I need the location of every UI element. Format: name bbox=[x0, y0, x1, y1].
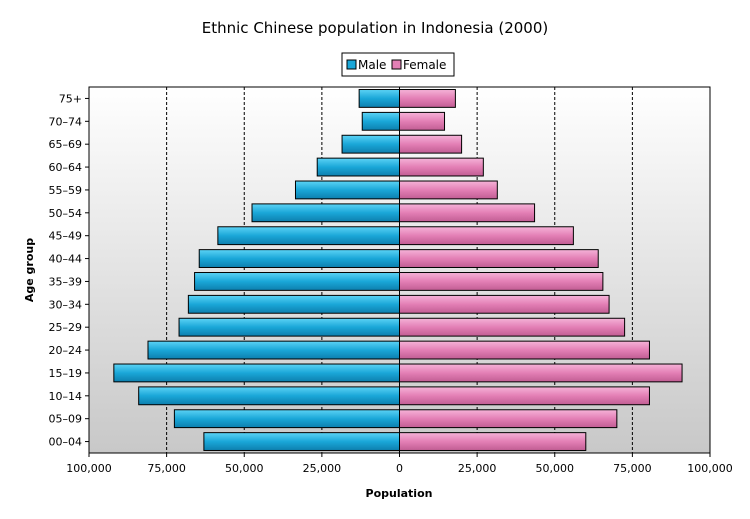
bar-female bbox=[399, 317, 626, 337]
bar-male bbox=[358, 89, 401, 108]
x-tick-label: 75,000 bbox=[613, 462, 652, 475]
y-tick-label: 25–29 bbox=[49, 321, 83, 334]
x-tick-label: 50,000 bbox=[225, 462, 264, 475]
bar-female bbox=[399, 134, 463, 154]
bar-female bbox=[399, 249, 599, 268]
x-tick-label: 75,000 bbox=[147, 462, 186, 475]
bar-female bbox=[399, 386, 650, 406]
y-tick-label: 05–09 bbox=[49, 413, 83, 426]
bar-male bbox=[147, 340, 400, 360]
y-tick-label: 70–74 bbox=[49, 115, 83, 128]
x-tick-label: 25,000 bbox=[303, 462, 342, 475]
x-tick-label: 0 bbox=[396, 462, 403, 475]
bar-male bbox=[113, 363, 400, 383]
bar-male bbox=[251, 203, 400, 223]
y-tick-label: 00–04 bbox=[49, 436, 83, 449]
bar-female bbox=[399, 203, 536, 223]
bar-male bbox=[138, 386, 400, 406]
y-tick-label: 10–14 bbox=[49, 390, 83, 403]
y-tick-label: 15–19 bbox=[49, 367, 83, 380]
legend-label-female: Female bbox=[403, 58, 446, 72]
bar-female bbox=[399, 157, 484, 177]
y-axis-label: Age group bbox=[23, 238, 36, 302]
x-tick-label: 100,000 bbox=[687, 462, 733, 475]
bar-female bbox=[399, 111, 446, 131]
bar-female bbox=[399, 226, 574, 246]
legend-swatch-male bbox=[346, 59, 357, 70]
bar-female bbox=[399, 272, 604, 291]
bar-male bbox=[203, 432, 400, 451]
bar-male bbox=[194, 272, 400, 291]
bars bbox=[113, 87, 683, 453]
y-tick-label: 65–69 bbox=[49, 138, 83, 151]
bar-male bbox=[361, 111, 400, 131]
y-tick-label: 60–64 bbox=[49, 161, 83, 174]
y-tick-label: 40–44 bbox=[49, 253, 83, 266]
bar-female bbox=[399, 432, 587, 451]
bar-female bbox=[399, 294, 610, 314]
bar-male bbox=[198, 249, 400, 268]
legend: Male Female bbox=[341, 52, 455, 77]
chart-title: Ethnic Chinese population in Indonesia (… bbox=[202, 19, 548, 37]
bar-male bbox=[316, 157, 400, 177]
bar-male bbox=[217, 226, 400, 246]
y-tick-label: 35–39 bbox=[49, 275, 83, 288]
legend-swatch-female bbox=[391, 59, 402, 70]
x-tick-label: 50,000 bbox=[536, 462, 575, 475]
y-tick-label: 75+ bbox=[59, 92, 82, 105]
bar-male bbox=[341, 134, 400, 154]
x-tick-labels: 100,000 75,000 50,000 25,000 0 25,000 50,000 75… bbox=[66, 453, 733, 475]
legend-label-male: Male bbox=[358, 58, 386, 72]
y-tick-labels: 00–04 05–09 10–14 15–19 20–24 25–29 30–34 35–39… bbox=[49, 92, 89, 449]
bar-female bbox=[399, 89, 456, 108]
bar-male bbox=[294, 180, 401, 200]
x-tick-label: 100,000 bbox=[66, 462, 112, 475]
bar-female bbox=[399, 409, 618, 429]
y-tick-label: 50–54 bbox=[49, 207, 83, 220]
bar-female bbox=[399, 363, 683, 383]
y-tick-label: 45–49 bbox=[49, 230, 83, 243]
y-tick-label: 30–34 bbox=[49, 298, 83, 311]
bar-female bbox=[399, 180, 498, 200]
x-tick-label: 25,000 bbox=[458, 462, 497, 475]
bar-male bbox=[187, 294, 400, 314]
y-tick-label: 55–59 bbox=[49, 184, 83, 197]
bar-female bbox=[399, 340, 650, 360]
x-axis-label: Population bbox=[366, 487, 433, 500]
bar-male bbox=[173, 409, 400, 429]
bar-male bbox=[178, 317, 400, 337]
y-tick-label: 20–24 bbox=[49, 344, 83, 357]
